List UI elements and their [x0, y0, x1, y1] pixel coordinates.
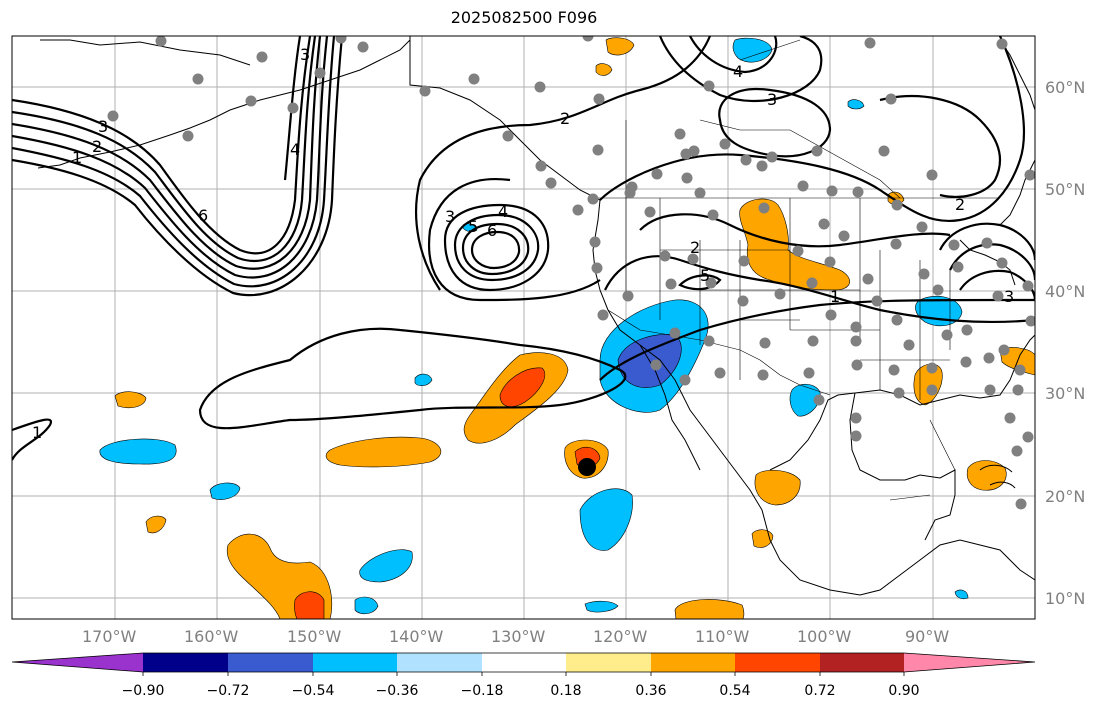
colorbar [11, 652, 1036, 676]
contour-label: 2 [560, 109, 570, 128]
negative-anomaly-regions [99, 37, 969, 615]
lon-label: 170°W [82, 627, 137, 646]
colorbar-extend-high [904, 653, 1035, 672]
colorbar-segment [651, 653, 735, 672]
contour-label: 3 [300, 45, 310, 64]
storm-center-marker [578, 458, 596, 476]
colorbar-segment [482, 653, 566, 672]
colorbar-segment [143, 653, 228, 672]
contour-label: 3 [767, 90, 777, 109]
contour-label: 6 [198, 206, 208, 225]
colorbar-tick-label: −0.36 [375, 683, 419, 699]
colorbar-tick-label: −0.90 [121, 683, 165, 699]
contour-label: 3 [98, 117, 108, 136]
contour-label: 5 [468, 217, 478, 236]
lon-label: 140°W [389, 627, 444, 646]
colorbar-ticks [142, 672, 905, 676]
coastlines [37, 36, 1035, 596]
colorbar-tick-label: 0.18 [550, 683, 582, 699]
colorbar-tick-label: 0.90 [888, 683, 920, 699]
lat-label: 60°N [1045, 78, 1086, 97]
contour-label: 1 [72, 148, 82, 167]
lon-label: 130°W [491, 627, 546, 646]
contour-label: 4 [290, 140, 300, 159]
contour-label: 1 [830, 287, 840, 306]
colorbar-segment [313, 653, 397, 672]
contour-label: 1 [32, 423, 42, 442]
station-markers [107, 36, 1035, 510]
colorbar-tick-label: −0.18 [460, 683, 504, 699]
colorbar-segment [397, 653, 482, 672]
lon-label: 110°W [695, 627, 750, 646]
lat-label: 30°N [1045, 384, 1086, 403]
lon-label: 90°W [905, 627, 950, 646]
colorbar-segment [820, 653, 904, 672]
plot-frame [11, 35, 1036, 620]
lat-label: 40°N [1045, 282, 1086, 301]
colorbar-tick-label: −0.72 [206, 683, 250, 699]
contour-label: 5 [700, 266, 710, 285]
colorbar-segment [735, 653, 820, 672]
contour-label-group: 3 1 2 6 4 3 4 5 6 2 3 4 3 2 5 1 3 1 2 [32, 45, 1014, 442]
lon-label: 160°W [184, 627, 239, 646]
lat-label: 20°N [1045, 487, 1086, 506]
map-title: 2025082500 F096 [450, 8, 598, 27]
contour-label: 3 [1004, 287, 1014, 306]
contour-label: 2 [955, 195, 965, 214]
contour-label: 4 [733, 62, 743, 81]
positive-anomaly-regions [114, 37, 1035, 619]
colorbar-extend-low [12, 653, 143, 672]
lat-label: 10°N [1045, 589, 1086, 608]
contour-lines [12, 36, 1035, 461]
colorbar-tick-label: 0.72 [804, 683, 836, 699]
contour-label: 4 [498, 202, 508, 221]
colorbar-tick-label: 0.36 [635, 683, 667, 699]
colorbar-segment [228, 653, 313, 672]
colorbar-segment [566, 653, 651, 672]
lon-label: 120°W [593, 627, 648, 646]
contour-label: 2 [92, 137, 102, 156]
lat-label: 50°N [1045, 180, 1086, 199]
colorbar-tick-label: 0.54 [719, 683, 751, 699]
lon-label: 150°W [287, 627, 342, 646]
contour-label: 6 [487, 221, 497, 240]
contour-label: 3 [445, 207, 455, 226]
lon-label: 100°W [797, 627, 852, 646]
contour-label: 2 [690, 238, 700, 257]
colorbar-tick-label: −0.54 [291, 683, 335, 699]
